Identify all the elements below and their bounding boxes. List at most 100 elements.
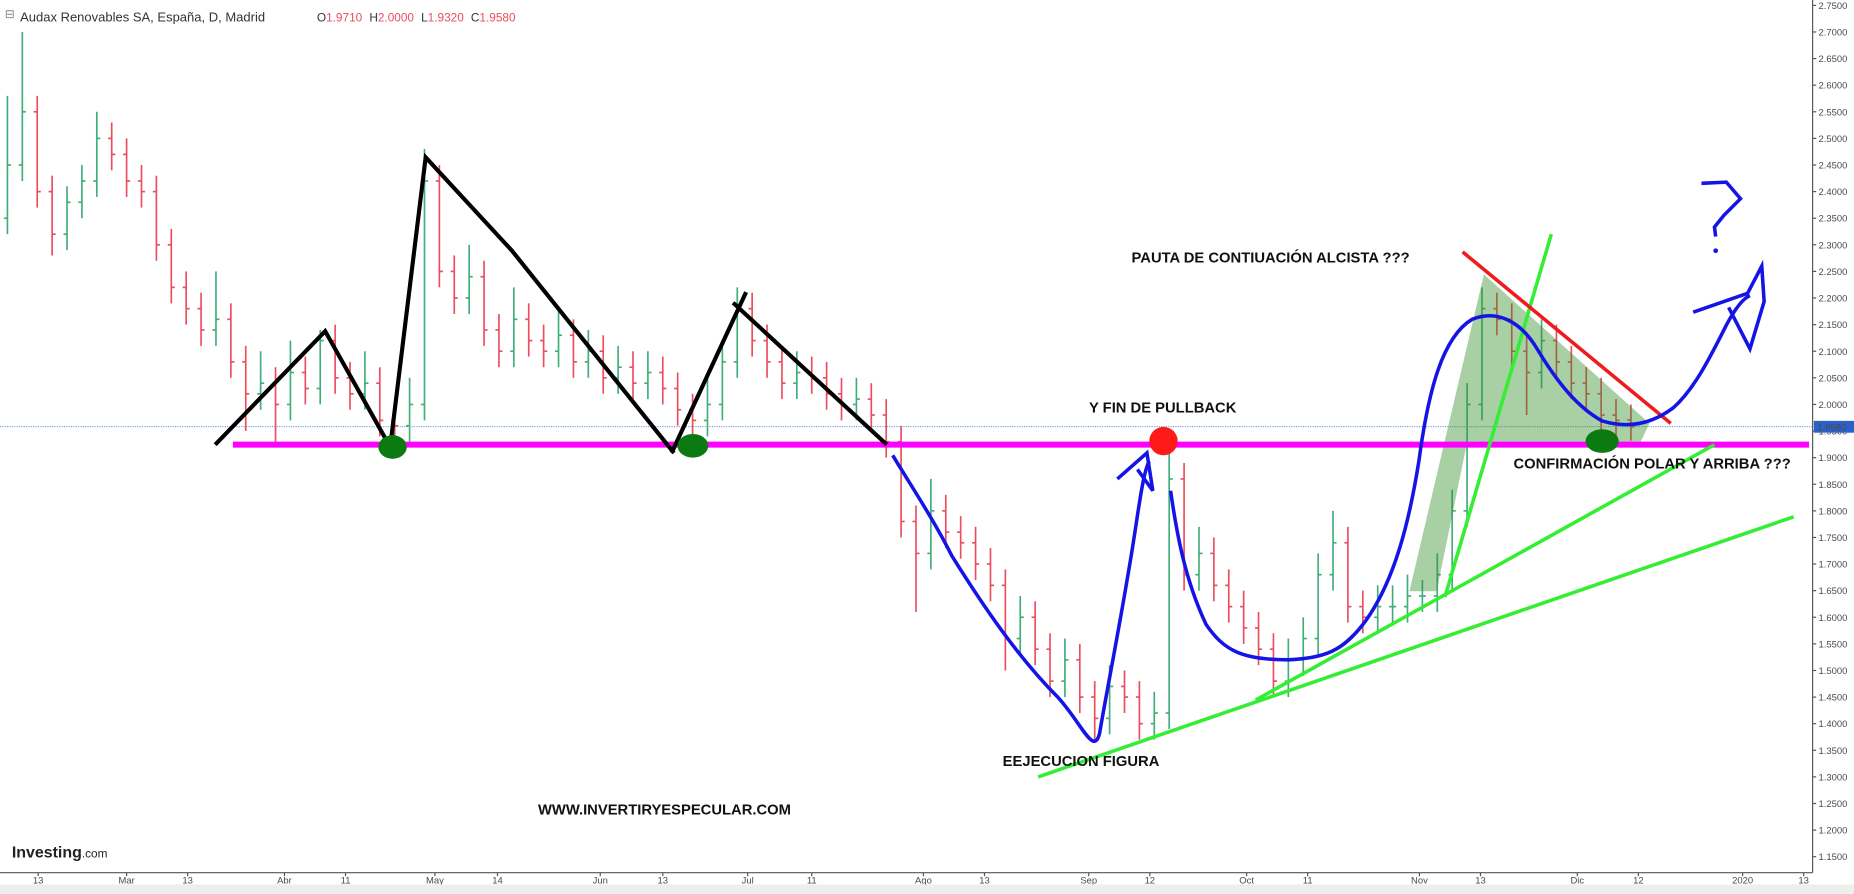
zigzag: [731, 301, 889, 447]
ohlc-value: 1.9320: [428, 10, 465, 24]
last-price-label: 1.9580: [1817, 422, 1846, 433]
y-tick-label: 1.2000: [1819, 826, 1848, 837]
y-tick-label: 1.9000: [1819, 453, 1848, 464]
x-tick-label: Jun: [593, 875, 608, 886]
y-tick-label: 1.7500: [1819, 533, 1848, 544]
y-tick-label: 2.4500: [1819, 161, 1848, 172]
question-mark: [1701, 180, 1743, 237]
x-tick-label: 11: [807, 875, 817, 886]
y-tick-label: 2.2500: [1819, 267, 1848, 278]
green-marker: [1585, 429, 1619, 453]
x-tick-label: 2020: [1732, 875, 1753, 886]
y-tick-label: 2.7000: [1819, 28, 1848, 39]
x-tick-label: 13: [1475, 875, 1486, 886]
freehand: [1168, 294, 1751, 662]
collapse-icon[interactable]: ⊟: [5, 7, 15, 21]
x-tick-label: Jul: [742, 875, 754, 886]
ohlc-value: 1.9580: [479, 10, 516, 24]
y-tick-label: 2.3000: [1819, 240, 1848, 251]
y-tick-label: 1.8500: [1819, 480, 1848, 491]
x-tick-label: 11: [1303, 875, 1313, 886]
x-tick-label: 13: [979, 875, 990, 886]
y-tick-label: 1.5000: [1819, 666, 1848, 677]
price-bars: [3, 31, 1635, 740]
resistance-line: [1461, 250, 1672, 425]
freehand-arrow: [1116, 449, 1155, 492]
annotation: Y FIN DE PULLBACK: [1089, 401, 1237, 417]
x-tick-label: 12: [1633, 875, 1644, 886]
x-tick-label: 13: [658, 875, 668, 886]
x-tick-label: 13: [1798, 875, 1809, 886]
freehand-arrow: [1692, 259, 1766, 354]
trend-line: [1037, 515, 1795, 779]
y-tick-label: 2.2000: [1819, 294, 1848, 305]
x-tick-label: Abr: [277, 875, 292, 886]
question-dot: [1713, 248, 1719, 254]
logo-brand: Investing: [12, 844, 82, 861]
trend-line: [1254, 443, 1716, 702]
x-tick-label: Nov: [1411, 875, 1428, 886]
logo: Investing.com: [12, 844, 108, 861]
y-tick-label: 1.4500: [1819, 693, 1848, 704]
ohlc-key: C: [471, 10, 480, 24]
x-tick-label: Ago: [915, 875, 932, 886]
x-tick-label: 13: [182, 875, 193, 886]
annotation: WWW.INVERTIRYESPECULAR.COM: [538, 803, 791, 819]
chart-title: Audax Renovables SA, España, D, Madrid: [20, 9, 265, 24]
trend-line: [1443, 233, 1554, 598]
ohlc-value: 1.9710: [326, 10, 363, 24]
y-tick-label: 1.5500: [1819, 639, 1848, 650]
y-tick-label: 1.7000: [1819, 560, 1848, 571]
y-tick-label: 1.6500: [1819, 586, 1848, 597]
y-tick-label: 1.3500: [1819, 746, 1848, 757]
y-tick-label: 2.0000: [1819, 400, 1848, 411]
x-tick-label: 13: [33, 875, 44, 886]
x-tick-label: 11: [341, 875, 351, 886]
x-tick-label: Dic: [1570, 875, 1584, 886]
y-tick-label: 2.3500: [1819, 214, 1848, 225]
y-tick-label: 2.7500: [1819, 1, 1848, 12]
x-tick-label: Sep: [1080, 875, 1097, 886]
annotation: CONFIRMACIÓN POLAR Y ARRIBA ???: [1513, 454, 1790, 472]
freehand: [891, 454, 1151, 743]
ohlc-key: O: [317, 10, 326, 24]
logo-suffix: .com: [82, 846, 108, 860]
y-tick-label: 1.3000: [1819, 772, 1848, 783]
green-marker: [677, 433, 709, 458]
y-tick-label: 2.6500: [1819, 54, 1848, 65]
ohlc-value: 2.0000: [378, 10, 415, 24]
annotation: EEJECUCION FIGURA: [1003, 754, 1160, 770]
x-tick-label: Mar: [118, 875, 134, 886]
y-tick-label: 1.1500: [1819, 852, 1848, 863]
y-tick-label: 2.0500: [1819, 373, 1848, 384]
ohlc-key: H: [369, 10, 378, 24]
drawings: [213, 152, 1810, 779]
y-tick-label: 1.6000: [1819, 613, 1848, 624]
last-price-box: [1813, 420, 1854, 433]
zigzag: [213, 152, 676, 455]
y-tick-label: 1.2500: [1819, 799, 1848, 810]
ohlc-header: O1.9710 H2.0000 L1.9320 C1.9580: [317, 10, 516, 24]
x-tick-label: Oct: [1239, 875, 1254, 886]
green-marker: [378, 435, 407, 459]
y-tick-label: 2.5000: [1819, 134, 1848, 145]
red-marker: [1149, 426, 1178, 456]
x-tick-label: May: [426, 875, 444, 886]
ohlc-values: O1.9710 H2.0000 L1.9320 C1.9580: [317, 10, 516, 24]
bottom-toolbar: [0, 884, 1854, 894]
y-tick-label: 1.8000: [1819, 506, 1848, 517]
zigzag: [669, 291, 748, 454]
annotation: PAUTA DE CONTIUACIÓN ALCISTA ???: [1132, 249, 1410, 267]
y-tick-label: 2.1500: [1819, 320, 1848, 331]
y-tick-label: 2.4000: [1819, 187, 1848, 198]
x-tick-label: 12: [1145, 875, 1156, 886]
ohlc-key: L: [421, 10, 428, 24]
y-tick-label: 2.6000: [1819, 81, 1848, 92]
y-tick-label: 2.5500: [1819, 107, 1848, 118]
y-tick-label: 1.4000: [1819, 719, 1848, 730]
x-tick-label: 14: [492, 875, 502, 886]
y-tick-label: 2.1000: [1819, 347, 1848, 358]
green-shading: [1409, 274, 1650, 592]
